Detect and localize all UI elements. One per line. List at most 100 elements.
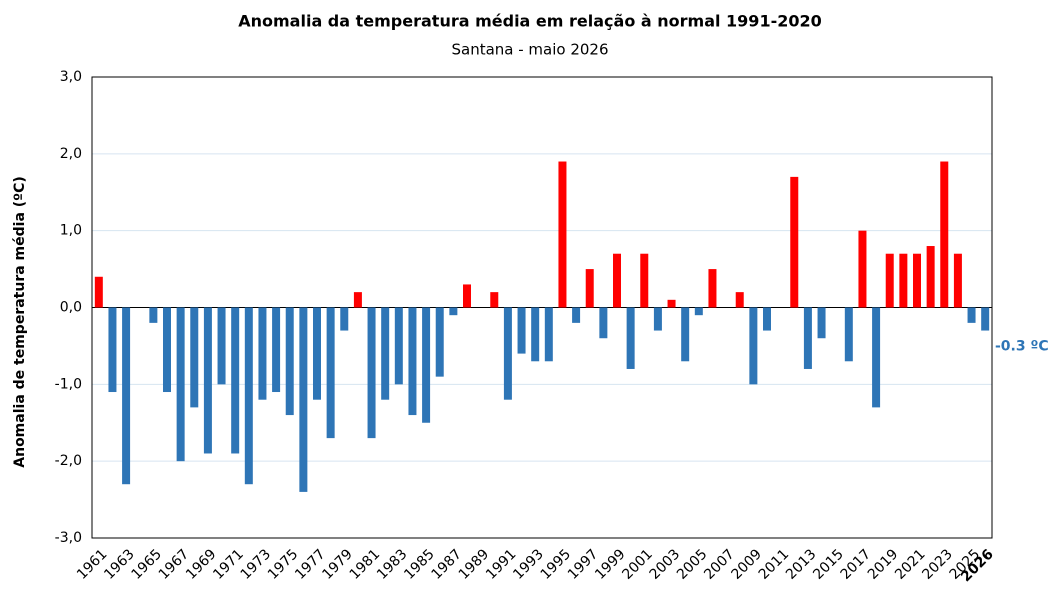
x-tick-label: 1981 [347, 546, 384, 583]
bar [272, 307, 281, 393]
bar [640, 253, 649, 308]
bar [749, 307, 758, 385]
y-tick-label: 1,0 [60, 223, 82, 239]
x-tick-label: 1979 [319, 546, 356, 583]
bar [817, 307, 826, 339]
y-tick-label: -1,0 [55, 376, 82, 392]
y-tick-label: -2,0 [55, 453, 82, 469]
bar [203, 307, 212, 454]
bar [299, 307, 308, 492]
x-tick-label: 2019 [865, 546, 902, 583]
chart-title: Anomalia da temperatura média em relação… [238, 12, 822, 31]
bar [517, 307, 526, 354]
x-tick-label: 1975 [265, 546, 302, 583]
bar [449, 307, 458, 316]
bar [940, 161, 949, 308]
y-tick-label: 0,0 [60, 300, 82, 316]
bar [981, 307, 990, 331]
bar [394, 307, 403, 385]
bar [231, 307, 240, 454]
bar [108, 307, 117, 393]
x-tick-label: 1965 [129, 546, 166, 583]
bar [149, 307, 158, 323]
bar [353, 292, 362, 308]
y-tick-label: 2,0 [60, 146, 82, 162]
bar [313, 307, 321, 400]
x-tick-label: 1967 [156, 546, 193, 583]
bar [558, 161, 567, 308]
y-tick-label: 3,0 [60, 69, 82, 85]
x-tick-label: 1961 [74, 546, 111, 583]
y-axis-label: Anomalia de temperatura média (ºC) [12, 176, 28, 467]
x-tick-label: 1971 [210, 546, 247, 583]
bar [531, 307, 540, 362]
bar [653, 307, 662, 331]
x-tick-label: 2009 [729, 546, 766, 583]
bar [217, 307, 226, 385]
bar [926, 246, 935, 308]
bar [708, 269, 717, 308]
bar [694, 307, 703, 316]
bar [803, 307, 812, 369]
bar [244, 307, 253, 485]
bar [872, 307, 881, 408]
x-tick-label: 2005 [674, 546, 711, 583]
bar [953, 253, 962, 308]
x-tick-label: 1987 [429, 546, 466, 583]
bar [435, 307, 444, 377]
x-tick-label: 1973 [238, 546, 275, 583]
bar [790, 176, 799, 308]
bar [463, 284, 471, 308]
x-tick-label: 2017 [838, 546, 875, 583]
x-tick-label: 1963 [101, 546, 138, 583]
x-tick-label: 1969 [183, 546, 220, 583]
bar [899, 253, 908, 308]
x-tick-label: 1983 [374, 546, 411, 583]
bar [885, 253, 894, 308]
x-tick-label: 2021 [892, 546, 929, 583]
plot-frame [91, 76, 993, 539]
bar [913, 253, 921, 308]
bar [667, 299, 676, 308]
bar [176, 307, 185, 462]
bar [408, 307, 417, 416]
x-tick-label: 2007 [701, 546, 738, 583]
bar [544, 307, 553, 362]
bar [490, 292, 499, 308]
chart-subtitle: Santana - maio 2026 [451, 41, 608, 59]
x-tick-label: 2003 [647, 546, 684, 583]
x-tick-label: 1999 [592, 546, 629, 583]
bar [122, 307, 131, 485]
x-tick-label: 1991 [483, 546, 520, 583]
x-tick-label: 1989 [456, 546, 493, 583]
bar [422, 307, 431, 423]
y-tick-label: -3,0 [55, 530, 82, 546]
bar [613, 253, 621, 308]
bar [190, 307, 199, 408]
x-tick-label: 2011 [756, 546, 793, 583]
bar [326, 307, 335, 439]
bar [844, 307, 853, 362]
bar [858, 230, 867, 308]
x-tick-label: 2015 [810, 546, 847, 583]
bar [967, 307, 976, 323]
x-tick-label: 2001 [619, 546, 656, 583]
x-tick-label: 1977 [292, 546, 329, 583]
bar [285, 307, 294, 416]
bar [681, 307, 690, 362]
x-tick-label: 2013 [783, 546, 820, 583]
x-tick-label: 2023 [919, 546, 956, 583]
bar [258, 307, 267, 400]
bar [367, 307, 376, 439]
bar [381, 307, 390, 400]
bar [735, 292, 744, 308]
x-tick-label: 1997 [565, 546, 602, 583]
bar [572, 307, 581, 323]
bar [94, 276, 103, 308]
bar [599, 307, 608, 339]
bar [340, 307, 349, 331]
bar [503, 307, 512, 400]
bar [585, 269, 594, 308]
x-tick-label: 1985 [401, 546, 438, 583]
